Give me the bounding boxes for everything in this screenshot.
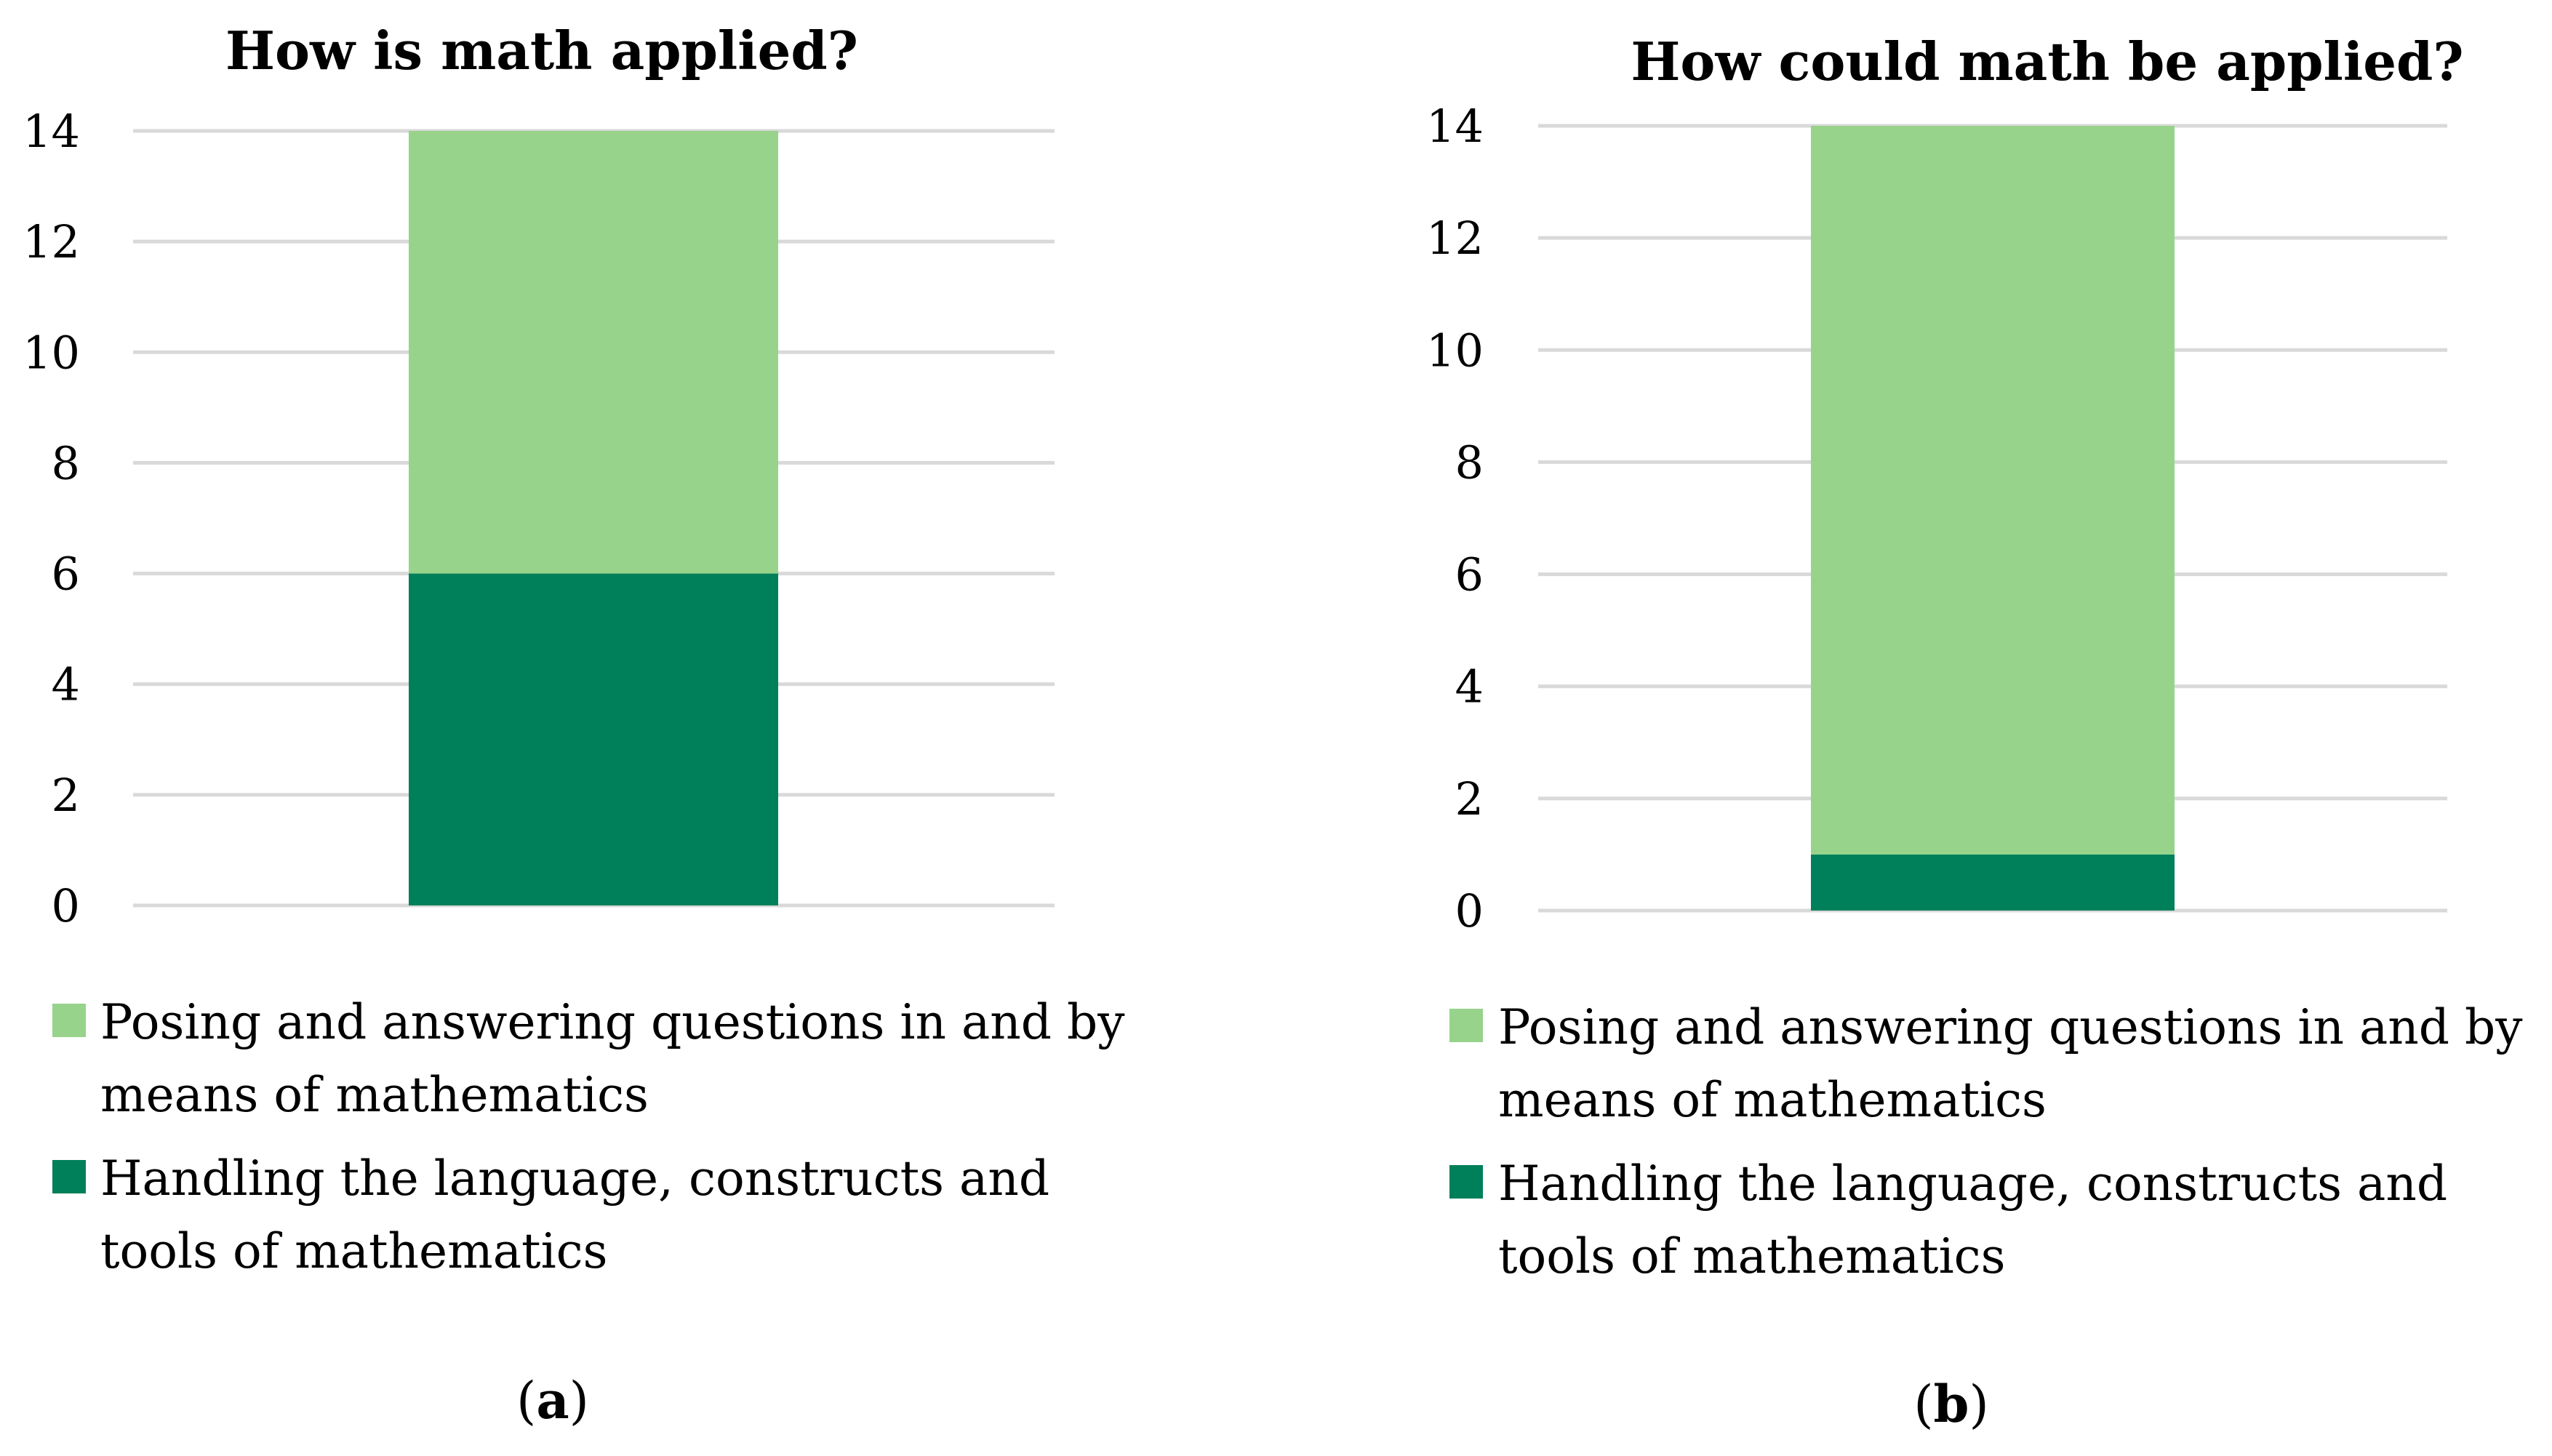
legend-swatch xyxy=(52,1160,86,1193)
legend-swatch xyxy=(52,1004,86,1037)
y-tick-label: 8 xyxy=(1455,436,1484,489)
y-tick-label: 8 xyxy=(52,436,80,489)
bar-segment-series-0 xyxy=(409,573,778,905)
y-tick-label: 14 xyxy=(23,105,80,158)
panel-label: (a) xyxy=(516,1370,589,1431)
y-tick-label: 10 xyxy=(1426,324,1484,377)
bar-segment-series-1 xyxy=(409,131,778,574)
y-tick-label: 2 xyxy=(1455,772,1484,825)
legend-label: tools of mathematics xyxy=(1498,1228,2006,1284)
legend-label: means of mathematics xyxy=(100,1067,649,1123)
bar-segment-series-1 xyxy=(1811,126,2175,855)
y-tick-label: 12 xyxy=(1426,212,1484,265)
y-tick-label: 10 xyxy=(23,326,80,379)
chart-panel-b: How could math be applied? 0 2 4 6 8 10 12 14 Po… xyxy=(1426,31,2523,1434)
legend-label: Handling the language, constructs and xyxy=(1498,1156,2447,1212)
legend-label: Handling the language, constructs and xyxy=(100,1151,1049,1207)
legend-swatch xyxy=(1449,1165,1483,1199)
y-tick-label: 6 xyxy=(52,548,80,601)
legend-swatch xyxy=(1449,1009,1483,1042)
legend-label: tools of mathematics xyxy=(100,1223,608,1279)
panel-label: (b) xyxy=(1913,1374,1989,1434)
legend-label: Posing and answering questions in and by xyxy=(1498,999,2523,1055)
y-tick-label: 4 xyxy=(1455,660,1484,713)
y-tick-label: 6 xyxy=(1455,548,1484,601)
y-tick-label: 0 xyxy=(1455,884,1484,937)
legend-label: Posing and answering questions in and by xyxy=(100,994,1125,1050)
y-tick-label: 0 xyxy=(52,879,80,932)
y-tick-label: 2 xyxy=(52,769,80,822)
chart-title: How could math be applied? xyxy=(1631,31,2463,92)
bar-segment-series-0 xyxy=(1811,854,2175,911)
chart-panel-a: How is math applied? 0 2 4 6 8 10 12 14 Posing a… xyxy=(23,20,1125,1431)
y-tick-label: 12 xyxy=(23,215,80,268)
chart-title: How is math applied? xyxy=(225,20,858,81)
y-tick-label: 4 xyxy=(52,658,80,711)
y-tick-label: 14 xyxy=(1426,100,1484,153)
legend-label: means of mathematics xyxy=(1498,1072,2047,1128)
